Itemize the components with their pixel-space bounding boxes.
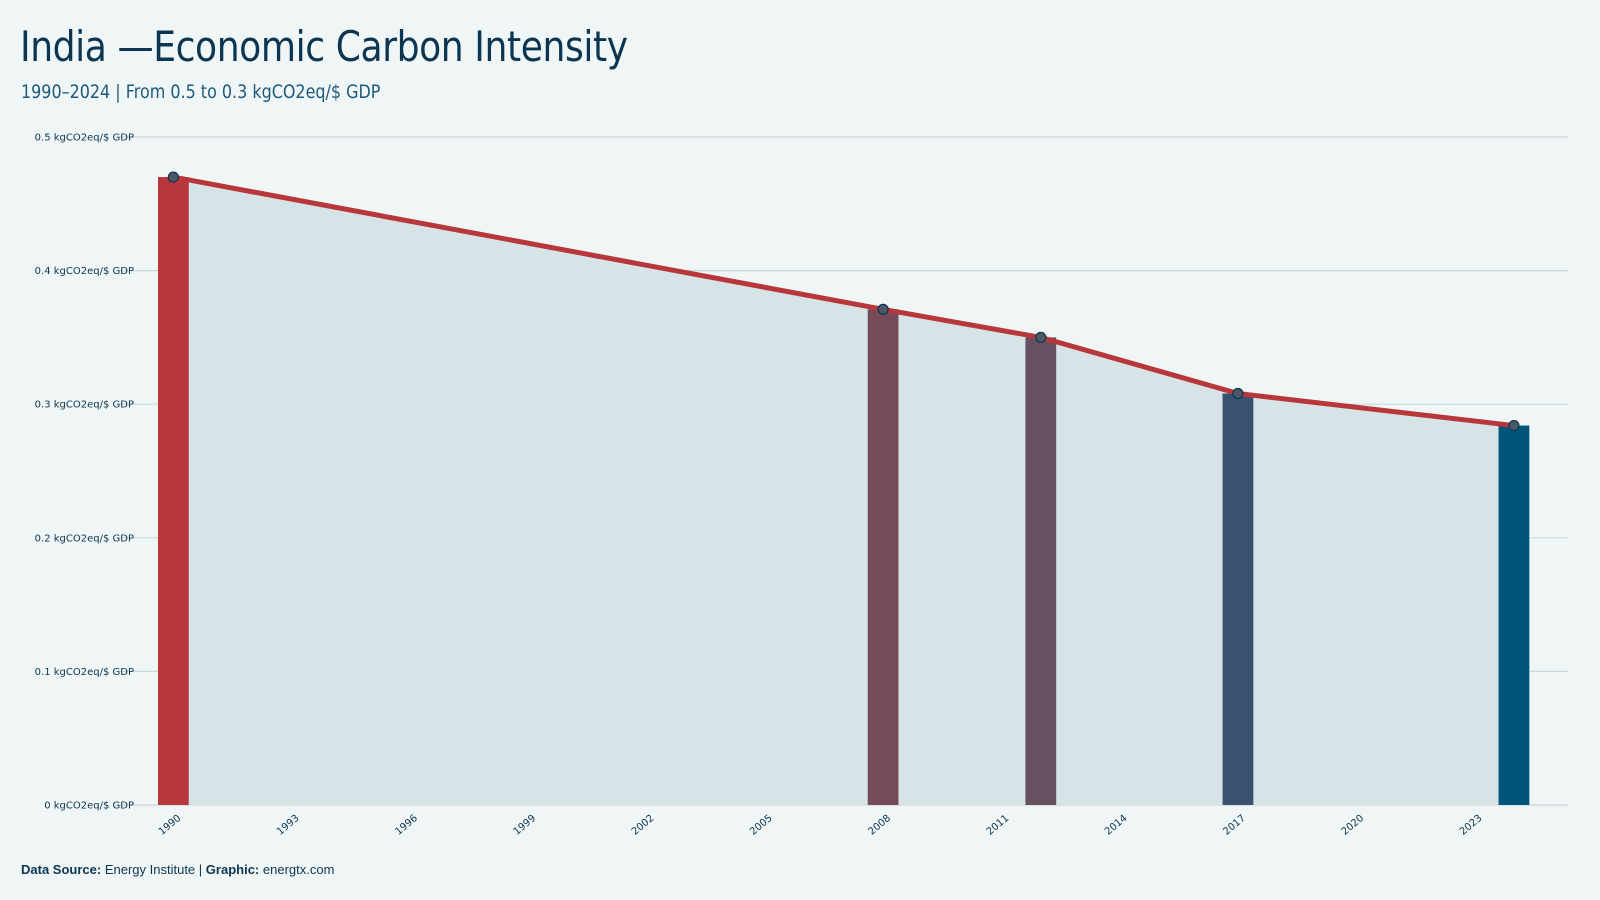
- point-2008: [877, 303, 889, 315]
- point-2024: [1508, 419, 1520, 432]
- x-tick-label: 2011: [985, 813, 1012, 838]
- y-tick-label: 0.4 kgCO2eq/$ GDP: [35, 266, 134, 277]
- x-tick-label: 2002: [630, 813, 657, 838]
- footer-separator: |: [198, 862, 203, 877]
- page-subtitle: 1990–2024 | From 0.5 to 0.3 kgCO2eq/$ GD…: [21, 81, 381, 103]
- area-fill: [158, 177, 1530, 805]
- bar-1990: [158, 177, 189, 805]
- y-tick-label: 0.3 kgCO2eq/$ GDP: [35, 400, 134, 411]
- bar-2024: [1498, 425, 1530, 805]
- x-tick-label: 1993: [275, 813, 302, 838]
- x-tick-label: 2014: [1103, 813, 1130, 838]
- x-tick-label: 2023: [1458, 813, 1485, 838]
- bar-2008: [867, 309, 899, 805]
- source-value: Energy Institute: [104, 862, 196, 877]
- x-tick-label: 1996: [393, 813, 420, 838]
- x-axis-ticks: 1990 1993 1996 1999 2002 2005 2008 2011 2014 2017…: [157, 813, 1485, 838]
- marker-layer: [167, 171, 1520, 432]
- x-tick-label: 2005: [748, 813, 775, 838]
- point-2017: [1232, 387, 1244, 400]
- page-title: India —Economic Carbon Intensity: [20, 22, 628, 71]
- x-tick-label: 2017: [1221, 813, 1248, 838]
- graphic-label: Graphic:: [205, 862, 260, 877]
- point-2012: [1035, 331, 1047, 343]
- y-tick-label: 0.2 kgCO2eq/$ GDP: [35, 533, 134, 544]
- y-tick-label: 0.1 kgCO2eq/$ GDP: [35, 667, 134, 678]
- area-layer: [158, 177, 1530, 805]
- x-tick-label: 1990: [157, 813, 184, 838]
- bar-layer: [158, 177, 1530, 805]
- x-tick-label: 2020: [1340, 813, 1367, 838]
- x-tick-label: 1999: [512, 813, 539, 838]
- graphic-value: energtx.com: [262, 862, 335, 877]
- footer: Data Source: Energy Institute | Graphic:…: [21, 862, 334, 877]
- bar-2012: [1025, 337, 1057, 805]
- source-label: Data Source:: [21, 862, 102, 877]
- y-tick-label: 0.5 kgCO2eq/$ GDP: [35, 133, 134, 144]
- y-tick-label: 0 kgCO2eq/$ GDP: [44, 801, 134, 812]
- y-axis-ticks: 0 kgCO2eq/$ GDP 0.1 kgCO2eq/$ GDP 0.2 kgCO…: [35, 133, 134, 812]
- bar-2017: [1222, 393, 1254, 805]
- point-1990: [167, 171, 179, 183]
- x-tick-label: 2008: [866, 813, 893, 838]
